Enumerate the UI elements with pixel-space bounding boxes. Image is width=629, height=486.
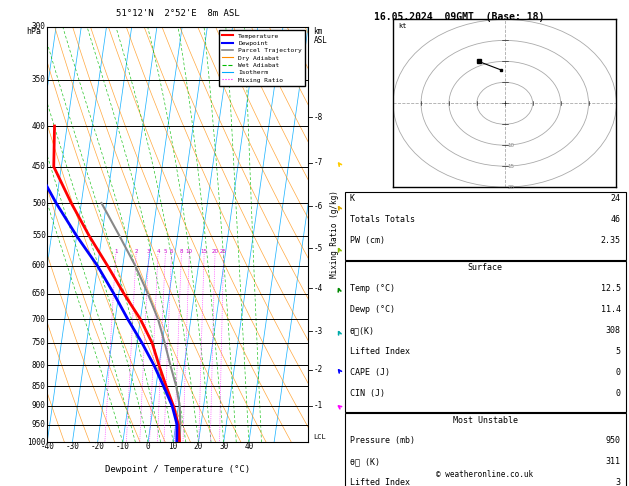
Text: 0: 0 bbox=[616, 367, 621, 377]
Text: 11.4: 11.4 bbox=[601, 305, 621, 314]
Text: Lifted Index: Lifted Index bbox=[350, 347, 409, 356]
Text: CIN (J): CIN (J) bbox=[350, 388, 385, 398]
Text: 15: 15 bbox=[508, 164, 515, 169]
Text: 308: 308 bbox=[606, 326, 621, 335]
Text: 2.35: 2.35 bbox=[601, 236, 621, 245]
Text: 900: 900 bbox=[32, 401, 46, 410]
Text: 40: 40 bbox=[244, 442, 253, 451]
Text: 3: 3 bbox=[616, 478, 621, 486]
Text: 500: 500 bbox=[32, 199, 46, 208]
Text: 8: 8 bbox=[180, 249, 183, 254]
Text: 850: 850 bbox=[32, 382, 46, 391]
Text: 5: 5 bbox=[616, 347, 621, 356]
Text: 0: 0 bbox=[146, 442, 150, 451]
Text: -4: -4 bbox=[313, 284, 323, 293]
Text: -30: -30 bbox=[65, 442, 79, 451]
Text: Dewp (°C): Dewp (°C) bbox=[350, 305, 395, 314]
Text: 5: 5 bbox=[164, 249, 167, 254]
Text: -2: -2 bbox=[313, 365, 323, 374]
Text: Most Unstable: Most Unstable bbox=[453, 416, 518, 425]
Text: -40: -40 bbox=[40, 442, 54, 451]
Text: 600: 600 bbox=[32, 261, 46, 270]
Text: 1: 1 bbox=[114, 249, 118, 254]
Text: km
ASL: km ASL bbox=[313, 27, 327, 45]
Text: 20: 20 bbox=[508, 185, 515, 190]
Text: 20: 20 bbox=[194, 442, 203, 451]
Text: 400: 400 bbox=[32, 122, 46, 131]
Text: 550: 550 bbox=[32, 231, 46, 241]
Text: 700: 700 bbox=[32, 314, 46, 324]
Text: 350: 350 bbox=[32, 75, 46, 85]
Text: θᴇ(K): θᴇ(K) bbox=[350, 326, 375, 335]
Text: Dewpoint / Temperature (°C): Dewpoint / Temperature (°C) bbox=[105, 465, 250, 474]
Text: 30: 30 bbox=[219, 442, 228, 451]
Text: -6: -6 bbox=[313, 202, 323, 211]
Text: -8: -8 bbox=[313, 113, 323, 122]
Text: 650: 650 bbox=[32, 289, 46, 298]
Text: Temp (°C): Temp (°C) bbox=[350, 284, 395, 293]
Text: 450: 450 bbox=[32, 162, 46, 171]
Text: -10: -10 bbox=[116, 442, 130, 451]
Text: 750: 750 bbox=[32, 338, 46, 347]
Text: 51°12'N  2°52'E  8m ASL: 51°12'N 2°52'E 8m ASL bbox=[116, 9, 240, 18]
Text: 10: 10 bbox=[186, 249, 193, 254]
Text: 12.5: 12.5 bbox=[601, 284, 621, 293]
Text: 10: 10 bbox=[169, 442, 178, 451]
Text: Surface: Surface bbox=[468, 263, 503, 272]
Legend: Temperature, Dewpoint, Parcel Trajectory, Dry Adiabat, Wet Adiabat, Isotherm, Mi: Temperature, Dewpoint, Parcel Trajectory… bbox=[219, 30, 305, 86]
Text: hPa: hPa bbox=[26, 27, 42, 36]
Text: 10: 10 bbox=[508, 143, 515, 148]
Text: θᴇ (K): θᴇ (K) bbox=[350, 457, 380, 467]
Text: 6: 6 bbox=[170, 249, 173, 254]
Text: 300: 300 bbox=[32, 22, 46, 31]
Text: Totals Totals: Totals Totals bbox=[350, 215, 415, 225]
Text: 24: 24 bbox=[611, 194, 621, 204]
Text: PW (cm): PW (cm) bbox=[350, 236, 385, 245]
Text: kt: kt bbox=[399, 23, 407, 29]
Text: © weatheronline.co.uk: © weatheronline.co.uk bbox=[436, 469, 533, 479]
Text: 1000: 1000 bbox=[28, 438, 46, 447]
Text: 311: 311 bbox=[606, 457, 621, 467]
Text: K: K bbox=[350, 194, 355, 204]
Text: 4: 4 bbox=[156, 249, 160, 254]
Text: Lifted Index: Lifted Index bbox=[350, 478, 409, 486]
Text: 16.05.2024  09GMT  (Base: 18): 16.05.2024 09GMT (Base: 18) bbox=[374, 12, 544, 22]
Text: 3: 3 bbox=[147, 249, 150, 254]
Text: -1: -1 bbox=[313, 401, 323, 410]
Text: 0: 0 bbox=[616, 388, 621, 398]
Text: -7: -7 bbox=[313, 158, 323, 167]
Text: 950: 950 bbox=[32, 420, 46, 429]
Text: 25: 25 bbox=[220, 249, 227, 254]
Text: 2: 2 bbox=[135, 249, 138, 254]
Text: 950: 950 bbox=[606, 436, 621, 446]
Text: -20: -20 bbox=[91, 442, 104, 451]
Text: 46: 46 bbox=[611, 215, 621, 225]
Text: -5: -5 bbox=[313, 244, 323, 253]
Text: -3: -3 bbox=[313, 327, 323, 336]
Text: CAPE (J): CAPE (J) bbox=[350, 367, 390, 377]
Text: Mixing Ratio (g/kg): Mixing Ratio (g/kg) bbox=[330, 191, 339, 278]
Text: LCL: LCL bbox=[313, 434, 326, 440]
Text: 15: 15 bbox=[201, 249, 208, 254]
Text: Pressure (mb): Pressure (mb) bbox=[350, 436, 415, 446]
Text: 800: 800 bbox=[32, 361, 46, 370]
Text: 20: 20 bbox=[211, 249, 218, 254]
